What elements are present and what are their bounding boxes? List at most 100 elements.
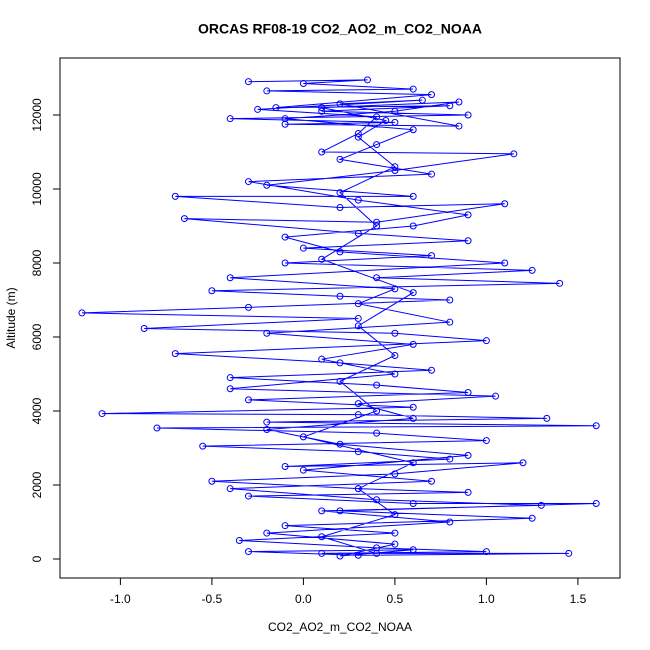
data-point: [318, 355, 326, 363]
data-point: [373, 549, 381, 557]
data-point: [373, 429, 381, 437]
y-tick-label: 4000: [30, 397, 44, 424]
data-point: [391, 166, 399, 174]
data-point: [373, 381, 381, 389]
data-point: [428, 170, 436, 178]
data-point: [455, 98, 463, 106]
data-point: [409, 340, 417, 348]
data-point: [409, 192, 417, 200]
data-point: [299, 433, 307, 441]
data-point: [354, 411, 362, 419]
data-point: [556, 279, 564, 287]
data-point: [464, 237, 472, 245]
data-point: [409, 414, 417, 422]
data-point: [318, 107, 326, 115]
data-point: [464, 488, 472, 496]
data-point: [318, 148, 326, 156]
data-point: [208, 287, 216, 295]
data-point: [446, 518, 454, 526]
data-point: [263, 181, 271, 189]
data-point: [318, 255, 326, 263]
data-point: [336, 552, 344, 560]
axes: -1.0 -0.5 0.0 0.5 1.0 1.5 0 2000 4000 6000 8000 100…: [30, 98, 586, 606]
data-point: [409, 126, 417, 134]
chart-title: ORCAS RF08-19 CO2_AO2_m_CO2_NOAA: [198, 21, 482, 37]
data-point: [336, 377, 344, 385]
data-point: [428, 366, 436, 374]
data-point: [528, 514, 536, 522]
data-point: [336, 203, 344, 211]
data-point: [208, 477, 216, 485]
data-point: [592, 422, 600, 430]
data-point: [391, 351, 399, 359]
data-point: [272, 104, 280, 112]
data-point: [336, 248, 344, 256]
data-point: [336, 440, 344, 448]
data-point: [543, 414, 551, 422]
data-point: [180, 215, 188, 223]
data-point: [354, 300, 362, 308]
plot-area: [78, 76, 600, 560]
y-tick-label: 0: [30, 555, 44, 562]
data-point: [537, 501, 545, 509]
data-point: [510, 150, 518, 158]
data-point: [409, 546, 417, 554]
data-point: [482, 548, 490, 556]
data-point: [299, 244, 307, 252]
data-point: [501, 259, 509, 267]
data-point: [226, 374, 234, 382]
data-point: [501, 200, 509, 208]
data-point: [226, 385, 234, 393]
data-point: [153, 424, 161, 432]
data-point: [391, 529, 399, 537]
data-point: [519, 459, 527, 467]
data-point: [354, 485, 362, 493]
data-point: [391, 370, 399, 378]
data-point: [226, 274, 234, 282]
data-point: [565, 549, 573, 557]
data-point: [263, 529, 271, 537]
data-point: [409, 499, 417, 507]
data-point: [171, 192, 179, 200]
data-point: [299, 80, 307, 88]
x-tick-label: 1.5: [570, 592, 587, 606]
data-point: [409, 403, 417, 411]
data-point: [409, 222, 417, 230]
data-point: [409, 459, 417, 467]
data-point: [455, 122, 463, 130]
data-point: [299, 466, 307, 474]
data-point: [464, 451, 472, 459]
data-point: [409, 85, 417, 93]
data-line: [81, 79, 597, 557]
data-point: [318, 104, 326, 112]
data-point: [244, 303, 252, 311]
data-point: [464, 211, 472, 219]
data-point: [171, 350, 179, 358]
data-point: [354, 322, 362, 330]
data-point: [244, 178, 252, 186]
data-point: [391, 470, 399, 478]
data-point: [281, 522, 289, 530]
data-point: [354, 196, 362, 204]
data-point: [199, 442, 207, 450]
data-point: [373, 496, 381, 504]
x-tick-label: -0.5: [202, 592, 223, 606]
data-point: [354, 129, 362, 137]
data-point: [318, 549, 326, 557]
data-point: [492, 392, 500, 400]
data-point: [391, 285, 399, 293]
data-point: [263, 87, 271, 95]
y-tick-label: 8000: [30, 249, 44, 276]
data-point: [446, 296, 454, 304]
data-point: [336, 155, 344, 163]
data-point: [354, 400, 362, 408]
y-tick-label: 2000: [30, 471, 44, 498]
x-tick-label: 1.0: [478, 592, 495, 606]
data-point: [428, 252, 436, 260]
data-point: [281, 462, 289, 470]
data-point: [263, 425, 271, 433]
y-tick-label: 10000: [30, 172, 44, 206]
data-point: [140, 324, 148, 332]
data-point: [391, 540, 399, 548]
